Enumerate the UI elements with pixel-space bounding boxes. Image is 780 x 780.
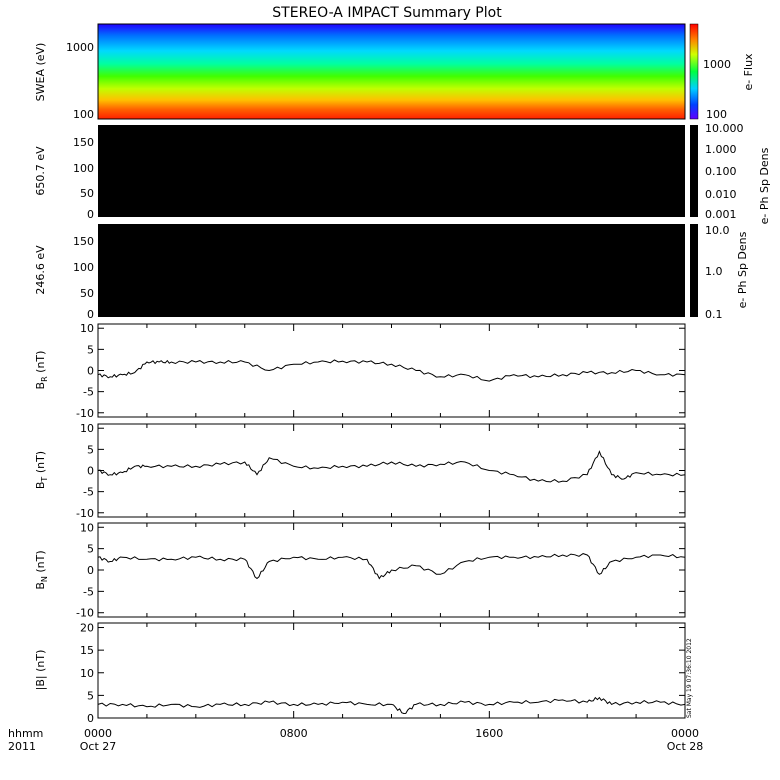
pad650-cbar-tick-10: 10.000 [705,122,744,135]
bmag-ytick-label: 20 [80,622,94,635]
bn-ylabel: BN (nT) [34,550,49,589]
bmag-ytick-label: 10 [80,667,94,680]
panel-pad650: 650.7 eV 150 100 50 0 10.000 1.000 0.100… [34,122,771,224]
pad246-ytick-150: 150 [73,235,94,248]
br-ytick-label: 5 [87,343,94,356]
pad246-ytick-100: 100 [73,261,94,274]
swea-colorbar [689,23,699,120]
panel-swea: SWEA (eV) 1000 100 1000 100 e- Flux [34,23,755,121]
br-ytick-label: 10 [80,322,94,335]
br-ylabel: BR (nT) [34,351,49,390]
bmag-ticks: 20 15 10 5 0 [80,622,686,725]
bn-ticks: 10 5 0 -5 -10 [76,521,686,620]
bt-ytick-label: -10 [76,507,94,520]
swea-heatmap [98,24,685,119]
bt-ytick-label: 10 [80,422,94,435]
pad650-colorbar [690,125,698,217]
pad650-ytick-0: 0 [87,208,94,221]
bt-line [97,450,686,483]
br-ytick-label: -10 [76,407,94,420]
x-date-oct27: Oct 27 [80,740,117,753]
pad246-cbar-label: e- Ph Sp Dens [736,231,749,308]
x-date-oct28: Oct 28 [667,740,704,753]
bmag-ylabel: |B| (nT) [34,650,47,691]
bn-line [97,553,686,580]
plot-title: STEREO-A IMPACT Summary Plot [272,5,502,21]
x-tick-1600: 1600 [475,727,503,740]
bmag-line [97,696,686,715]
panel-bn: BN (nT) 10 5 0 -5 -10 [34,521,686,620]
x-year-label: 2011 [8,740,36,753]
br-frame [97,323,686,418]
bt-ticks: 10 5 0 -5 -10 [76,422,686,520]
bmag-ytick-label: 5 [87,689,94,702]
pad650-ytick-150: 150 [73,136,94,149]
pad650-cbar-tick-0.001: 0.001 [705,208,737,221]
pad246-ytick-50: 50 [80,287,94,300]
pad246-ylabel: 246.6 eV [34,245,47,295]
pad650-cbar-tick-0.1: 0.100 [705,165,737,178]
bn-ytick-label: 0 [87,564,94,577]
pad650-cbar-tick-1: 1.000 [705,143,737,156]
pad246-ytick-0: 0 [87,308,94,321]
pad650-cbar-label: e- Ph Sp Dens [758,147,771,224]
bmag-ytick-label: 0 [87,712,94,725]
swea-ytick-100: 100 [73,108,94,121]
pad650-cbar-tick-0.01: 0.010 [705,188,737,201]
bmag-ytick-label: 15 [80,644,94,657]
bn-ytick-label: -10 [76,607,94,620]
pad650-ytick-100: 100 [73,162,94,175]
br-ytick-label: -5 [83,386,94,399]
x-tick-0800: 0800 [280,727,308,740]
pad246-heatmap [98,224,685,317]
swea-cbar-tick-1000: 1000 [703,58,731,71]
bt-ylabel: BT (nT) [34,451,49,489]
x-tick-0000-start: 0000 [84,727,112,740]
br-ticks: 10 5 0 -5 -10 [76,322,686,420]
bmag-frame [97,622,686,719]
bn-ytick-label: 5 [87,543,94,556]
swea-frame [97,23,686,120]
swea-cbar-tick-100: 100 [706,108,727,121]
pad246-colorbar [690,224,698,317]
swea-ytick-1000: 1000 [66,41,94,54]
pad246-cbar-tick-0.1: 0.1 [705,308,723,321]
side-stamp: Sat May 19 07:36:10 2012 [686,638,693,718]
pad650-heatmap [98,125,685,217]
pad246-cbar-tick-1: 1.0 [705,265,723,278]
panel-bmag: |B| (nT) 20 15 10 5 0 Sat May 19 07:36:10 20… [34,622,693,725]
bn-ytick-label: 10 [80,521,94,534]
swea-cbar-label: e- Flux [742,53,755,91]
bt-ytick-label: -5 [83,486,94,499]
bt-frame [97,423,686,518]
pad650-ytick-50: 50 [80,187,94,200]
pad650-ylabel: 650.7 eV [34,146,47,196]
panel-br: BR (nT) 10 5 0 -5 -10 [34,322,686,420]
x-axis: hhmm 2011 0000 Oct 27 0800 1600 0000 Oct… [8,727,703,753]
pad246-cbar-tick-10: 10.0 [705,224,730,237]
panel-pad246: 246.6 eV 150 100 50 0 10.0 1.0 0.1 e- Ph… [34,224,749,321]
x-unit-label: hhmm [8,727,43,740]
bn-ytick-label: -5 [83,585,94,598]
x-tick-0000-end: 0000 [671,727,699,740]
bt-ytick-label: 0 [87,465,94,478]
swea-ylabel: SWEA (eV) [34,43,47,102]
br-ytick-label: 0 [87,365,94,378]
panel-bt: BT (nT) 10 5 0 -5 -10 [34,422,686,520]
bt-ytick-label: 5 [87,443,94,456]
br-line [97,359,686,382]
